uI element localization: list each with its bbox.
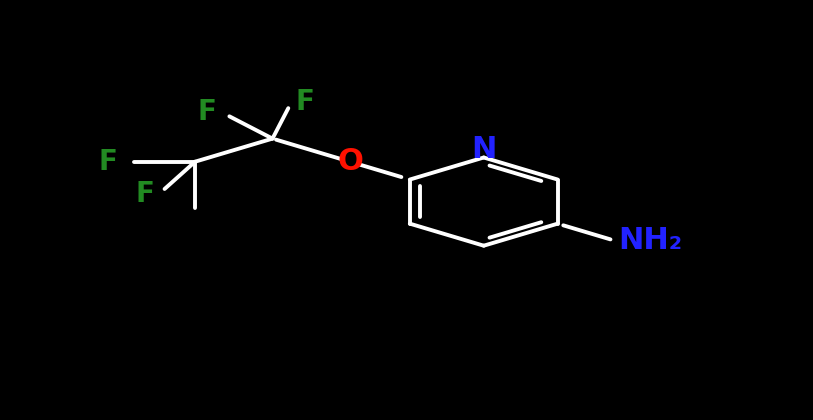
Text: F: F bbox=[295, 88, 315, 116]
Text: NH₂: NH₂ bbox=[618, 226, 682, 255]
Text: F: F bbox=[198, 98, 217, 126]
Text: F: F bbox=[99, 148, 118, 176]
Text: N: N bbox=[471, 135, 497, 165]
Text: O: O bbox=[337, 147, 363, 176]
Text: F: F bbox=[136, 181, 154, 208]
